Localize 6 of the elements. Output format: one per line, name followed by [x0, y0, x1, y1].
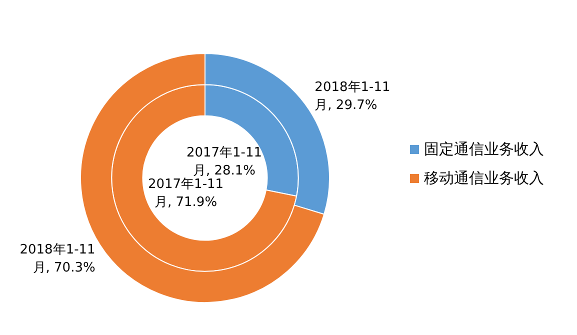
data-label: 2017年1-11月, 71.9% [148, 177, 224, 210]
legend-label: 移动通信业务收入 [424, 169, 544, 188]
data-label: 2018年1-11月, 70.3% [20, 242, 96, 276]
legend-label: 固定通信业务收入 [424, 140, 544, 159]
data-label: 2017年1-11月, 28.1% [186, 146, 262, 179]
data-label: 2018年1-11月, 29.7% [314, 80, 390, 114]
